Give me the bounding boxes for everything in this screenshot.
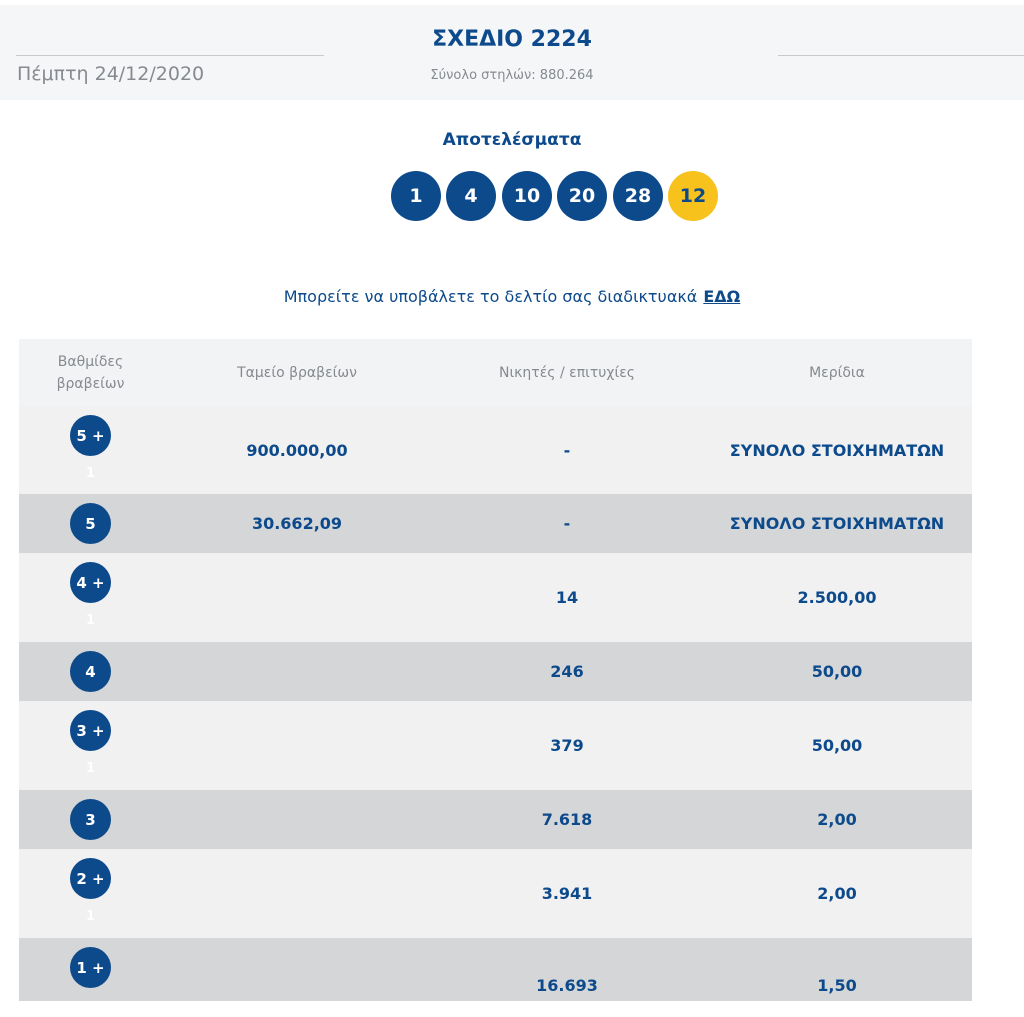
number-ball: 10 [502, 171, 552, 221]
winners-cell: 3.941 [541, 884, 593, 903]
header-divider-right [778, 55, 1024, 56]
table-row: 4 246 50,00 [19, 642, 972, 701]
winners-cell: 246 [550, 662, 584, 681]
payout-cell: 1,50 [817, 976, 857, 995]
prize-table-header: Βαθμίδες βραβείων Ταμείο βραβείων Νικητές… [19, 339, 972, 406]
prize-fund-cell [162, 954, 432, 1017]
winners-cell: 379 [550, 736, 584, 755]
tier-bonus-count: 1 [85, 613, 96, 628]
header-winners: Νικητές / επιτυχίες [498, 364, 636, 381]
payout-cell: 50,00 [811, 736, 863, 755]
number-ball: 4 [446, 171, 496, 221]
prize-fund-cell [162, 790, 432, 849]
submit-here-link[interactable]: ΕΔΩ [703, 287, 741, 306]
table-row: 5 30.662,09 - ΣΥΝΟΛΟ ΣΤΟΙΧΗΜΑΤΩΝ [19, 494, 972, 553]
payout-cell: 2,00 [817, 810, 857, 829]
tier-badge: 3 + [70, 710, 111, 751]
prize-fund-cell: 900.000,00 [246, 440, 348, 460]
online-submit-note: Μπορείτε να υποβάλετε το δελτίο σας διαδ… [0, 287, 1024, 306]
table-row: 2 + 1 3.941 2,00 [19, 849, 972, 938]
header-prize-fund: Ταμείο βραβείων [237, 364, 357, 381]
table-row: 3 7.618 2,00 [19, 790, 972, 849]
payout-cell: ΣΥΝΟΛΟ ΣΤΟΙΧΗΜΑΤΩΝ [729, 440, 945, 460]
prize-table: Βαθμίδες βραβείων Ταμείο βραβείων Νικητές… [19, 339, 972, 1001]
results-title: Αποτελέσματα [442, 130, 582, 150]
draw-title: ΣΧΕΔΙΟ 2224 [432, 27, 592, 52]
prize-fund-cell [162, 701, 432, 790]
bonus-ball: 12 [668, 171, 718, 221]
tier-badge: 1 + [70, 947, 111, 988]
header-payout: Μερίδια [809, 364, 865, 381]
prize-fund-cell [162, 849, 432, 938]
header-tiers-line1: Βαθμίδες [57, 353, 124, 370]
columns-total: Σύνολο στηλών: 880.264 [430, 68, 594, 83]
tier-badge: 2 + [70, 858, 111, 899]
table-row: 3 + 1 379 50,00 [19, 701, 972, 790]
header-tiers-line2: βραβείων [56, 375, 125, 392]
payout-cell: 2,00 [817, 884, 857, 903]
payout-cell: 2.500,00 [797, 588, 877, 607]
number-ball: 28 [613, 171, 663, 221]
winners-cell: - [563, 440, 571, 460]
tier-badge: 3 [70, 799, 111, 840]
payout-cell: ΣΥΝΟΛΟ ΣΤΟΙΧΗΜΑΤΩΝ [729, 514, 945, 533]
header-tiers: Βαθμίδες βραβείων [19, 339, 162, 406]
winners-cell: 7.618 [541, 810, 593, 829]
tier-badge: 4 + [70, 562, 111, 603]
number-ball: 20 [557, 171, 607, 221]
tier-bonus-count: 1 [85, 466, 96, 481]
header-divider-left [16, 55, 324, 56]
winners-cell: 14 [555, 588, 579, 607]
tier-badge: 4 [70, 651, 111, 692]
draw-date: Πέμπτη 24/12/2020 [17, 63, 205, 85]
number-ball: 1 [391, 171, 441, 221]
prize-fund-cell [162, 553, 432, 642]
draw-header: Πέμπτη 24/12/2020 ΣΧΕΔΙΟ 2224 Σύνολο στη… [0, 5, 1024, 100]
tier-bonus-count: 1 [85, 909, 96, 924]
prize-fund-cell [162, 642, 432, 701]
payout-cell: 50,00 [811, 662, 863, 681]
winners-cell: 16.693 [536, 976, 598, 995]
tier-bonus-count: 1 [85, 761, 96, 776]
tier-badge: 5 + [70, 415, 111, 456]
table-row: 5 + 1 900.000,00 - ΣΥΝΟΛΟ ΣΤΟΙΧΗΜΑΤΩΝ [19, 406, 972, 494]
prize-fund-cell: 30.662,09 [251, 514, 343, 533]
online-submit-text: Μπορείτε να υποβάλετε το δελτίο σας διαδ… [283, 287, 698, 306]
table-row: 1 + 16.693 1,50 [19, 938, 972, 1001]
tier-badge: 5 [70, 503, 111, 544]
table-row: 4 + 1 14 2.500,00 [19, 553, 972, 642]
winners-cell: - [563, 514, 571, 533]
